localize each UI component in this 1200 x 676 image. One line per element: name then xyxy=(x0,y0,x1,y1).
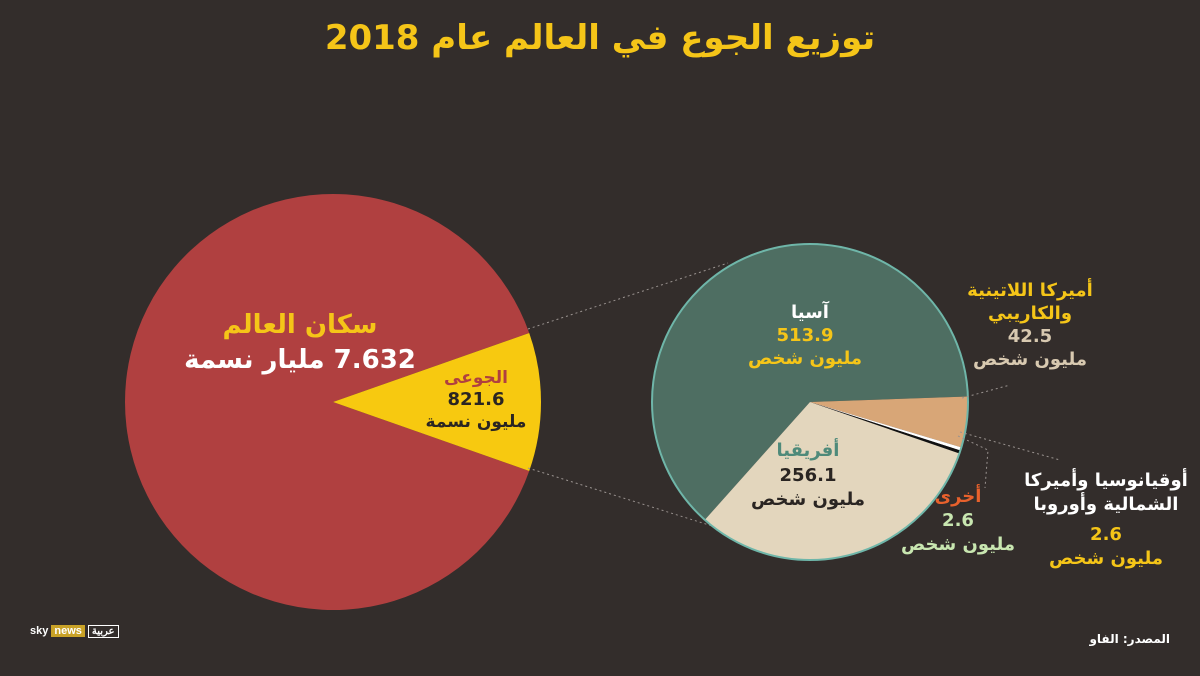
asia-label: آسيا xyxy=(791,300,830,323)
other-value: 2.6 xyxy=(942,510,974,531)
other-label: أخرى xyxy=(935,484,982,507)
oceania-slice xyxy=(810,402,962,451)
small-pie-border xyxy=(651,243,969,561)
oceania-unit: مليون شخص xyxy=(1049,548,1163,569)
hungry-unit: مليون نسمة xyxy=(426,412,527,432)
other-leader-line xyxy=(957,435,989,489)
latam-slice xyxy=(810,396,968,448)
latam-leader-line xyxy=(961,384,1011,399)
chart-title: توزيع الجوع في العالم عام 2018 xyxy=(324,18,876,58)
africa-unit: مليون شخص xyxy=(751,489,865,510)
oceania-label-line1: أوقيانوسيا وأميركا xyxy=(1024,468,1188,491)
oceania-leader-line xyxy=(959,431,1061,461)
logo-sky: sky xyxy=(30,625,49,637)
latam-label-line1: أميركا اللاتينية xyxy=(967,278,1093,301)
africa-label: أفريقيا xyxy=(777,438,840,461)
source-note: المصدر: الفاو xyxy=(1089,632,1170,646)
world-value: 7.632 مليار نسمة xyxy=(184,345,416,375)
world-population-slice xyxy=(125,194,530,611)
oceania-label-line2: الشمالية وأوروبا xyxy=(1034,492,1179,515)
asia-value: 513.9 xyxy=(777,325,834,346)
world-pie xyxy=(125,194,542,611)
other-slice xyxy=(810,402,961,454)
world-label: سكان العالم xyxy=(223,310,378,340)
other-unit: مليون شخص xyxy=(901,534,1015,555)
hungry-label: الجوعى xyxy=(444,368,508,388)
africa-value: 256.1 xyxy=(780,465,837,486)
asia-slice xyxy=(651,244,968,520)
asia-unit: مليون شخص xyxy=(748,348,862,369)
africa-slice xyxy=(704,402,960,561)
logo-arabic: عربية xyxy=(87,624,119,638)
latam-unit: مليون شخص xyxy=(973,349,1087,370)
hunger-breakdown-pie xyxy=(651,244,968,561)
connector-line-top xyxy=(527,262,729,330)
latam-value: 42.5 xyxy=(1008,326,1052,347)
sky-news-arabia-logo: sky news عربية xyxy=(30,624,119,638)
hungry-value: 821.6 xyxy=(448,389,505,410)
logo-news: news xyxy=(51,625,85,637)
oceania-value: 2.6 xyxy=(1090,524,1122,545)
hungry-slice xyxy=(333,332,542,472)
latam-label-line2: والكاريبي xyxy=(988,303,1072,324)
